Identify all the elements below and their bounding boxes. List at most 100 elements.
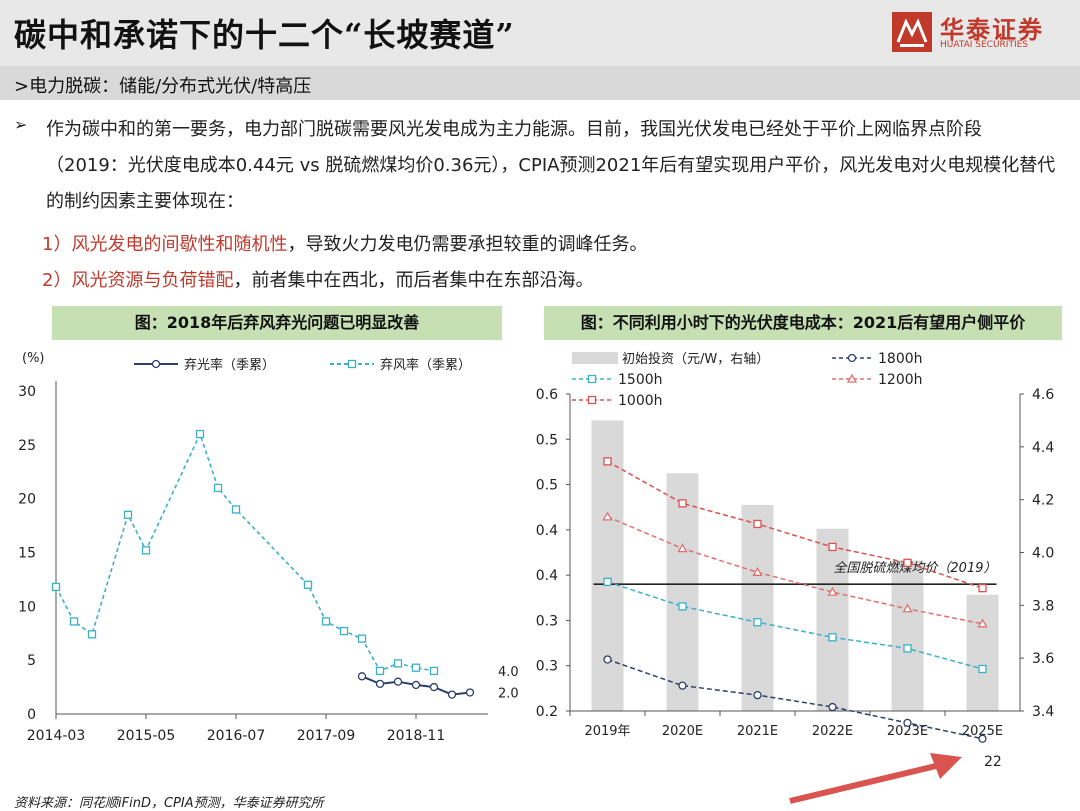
data-point xyxy=(411,663,421,672)
right-tick-label: 3.4 xyxy=(1032,704,1054,720)
right-tick-label: 3.8 xyxy=(1032,598,1054,614)
left-tick-label: 0.5 xyxy=(536,432,558,448)
chart1-title-box: 图：2018年后弃风弃光问题已明显改善 xyxy=(52,306,502,340)
data-point xyxy=(753,618,762,627)
end-label-wind: 4.0 xyxy=(498,665,519,680)
y-tick-label: 10 xyxy=(18,599,36,615)
subtitle-bar: >电力脱碳：储能/分布式光伏/特高压 xyxy=(0,66,1080,100)
legend-marker xyxy=(847,353,857,363)
point-two-highlight: 2）风光资源与负荷错配 xyxy=(42,270,234,291)
header-bar: 碳中和承诺下的十二个“长坡赛道” 华泰证券 HUATAI SECURITIES xyxy=(0,0,1080,66)
left-tick-label: 0.4 xyxy=(536,568,558,584)
data-point xyxy=(828,702,837,712)
legend-marker xyxy=(347,359,357,369)
data-point xyxy=(678,681,687,690)
x-tick-label: 2014-03 xyxy=(27,728,86,744)
legend-label: 弃光率（季累） xyxy=(184,357,275,373)
data-point xyxy=(602,511,613,521)
company-logo: 华泰证券 HUATAI SECURITIES xyxy=(892,10,1052,56)
data-point xyxy=(465,688,475,697)
huatai-logo-icon xyxy=(892,12,932,52)
data-point xyxy=(303,580,313,589)
data-point xyxy=(978,664,987,674)
data-point xyxy=(753,519,762,529)
point-one-text: ，导致火力发电仍需要承担较重的调峰任务。 xyxy=(287,234,648,255)
data-point xyxy=(978,734,987,743)
data-point xyxy=(375,679,385,689)
x-tick-label: 2015-05 xyxy=(117,728,176,744)
data-point xyxy=(902,603,913,613)
chart2-title: 图：不同利用小时下的光伏度电成本：2021后有望用户侧平价 xyxy=(580,313,1026,332)
left-tick-label: 0.3 xyxy=(536,659,558,675)
data-point xyxy=(141,546,151,555)
series-line xyxy=(607,581,983,670)
y-axis-unit: (%) xyxy=(22,351,45,366)
data-point xyxy=(123,510,133,519)
data-point xyxy=(195,429,205,439)
legend-marker xyxy=(587,374,597,384)
y-tick-label: 20 xyxy=(18,492,36,508)
data-point xyxy=(231,505,241,514)
y-tick-label: 25 xyxy=(18,438,36,454)
left-tick-label: 0.3 xyxy=(536,613,558,629)
series-line xyxy=(607,460,983,589)
data-point xyxy=(603,457,612,466)
y-tick-label: 0 xyxy=(27,707,36,723)
data-point xyxy=(603,655,612,664)
logo-chinese-text: 华泰证券 xyxy=(940,16,1044,44)
data-point xyxy=(411,680,421,690)
legend-label: 1000h xyxy=(618,393,663,409)
right-tick-label: 3.6 xyxy=(1032,651,1054,667)
page-title: 碳中和承诺下的十二个“长坡赛道” xyxy=(14,16,515,54)
data-point xyxy=(321,617,331,626)
x-tick-label: 2022E xyxy=(812,724,853,739)
data-point xyxy=(213,483,223,493)
data-point xyxy=(678,602,687,611)
data-point xyxy=(375,666,385,676)
end-label-solar: 2.0 xyxy=(498,686,519,701)
data-point xyxy=(447,690,457,699)
legend-bar-swatch xyxy=(572,352,618,364)
point-one-highlight: 1）风光发电的间歇性和随机性 xyxy=(42,234,288,255)
data-point xyxy=(603,577,612,586)
data-point xyxy=(678,499,687,508)
data-point xyxy=(393,677,403,686)
legend-marker xyxy=(587,395,597,405)
x-tick-label: 2016-07 xyxy=(207,728,266,744)
left-tick-label: 0.5 xyxy=(536,478,558,494)
y-tick-label: 5 xyxy=(27,653,36,669)
data-point xyxy=(69,617,79,626)
investment-bar xyxy=(891,560,924,711)
data-point xyxy=(339,626,349,636)
x-tick-label: 2019年 xyxy=(584,724,630,739)
data-point xyxy=(429,682,439,692)
x-tick-label: 2018-11 xyxy=(387,728,446,744)
data-point xyxy=(753,690,762,700)
right-tick-label: 4.6 xyxy=(1032,387,1054,403)
chart1-title: 图：2018年后弃风弃光问题已明显改善 xyxy=(134,313,420,332)
data-point xyxy=(978,584,987,593)
data-point xyxy=(677,543,688,553)
x-tick-label: 2017-09 xyxy=(297,728,356,744)
reference-label: 全国脱硫燃煤均价（2019） xyxy=(833,560,996,576)
bullet-arrow-icon: ➢ xyxy=(14,115,28,134)
data-point xyxy=(87,630,97,639)
investment-bar xyxy=(741,504,774,711)
data-point xyxy=(393,659,403,668)
left-tick-label: 0.4 xyxy=(536,523,558,539)
data-point xyxy=(429,666,439,676)
right-tick-label: 4.2 xyxy=(1032,493,1054,509)
y-tick-label: 15 xyxy=(18,546,36,562)
point-two: 2）风光资源与负荷错配，前者集中在西北，而后者集中在东部沿海。 xyxy=(42,266,593,292)
point-one: 1）风光发电的间歇性和随机性，导致火力发电仍需要承担较重的调峰任务。 xyxy=(42,230,647,256)
legend-marker xyxy=(151,359,161,369)
legend-label: 弃风率（季累） xyxy=(380,357,471,373)
data-point xyxy=(828,542,837,552)
series-line xyxy=(607,516,983,625)
data-point xyxy=(51,582,61,592)
data-point xyxy=(977,618,988,628)
investment-bar xyxy=(966,594,999,711)
data-point xyxy=(903,558,912,567)
left-tick-label: 0.2 xyxy=(536,704,558,720)
series-line xyxy=(55,431,435,672)
